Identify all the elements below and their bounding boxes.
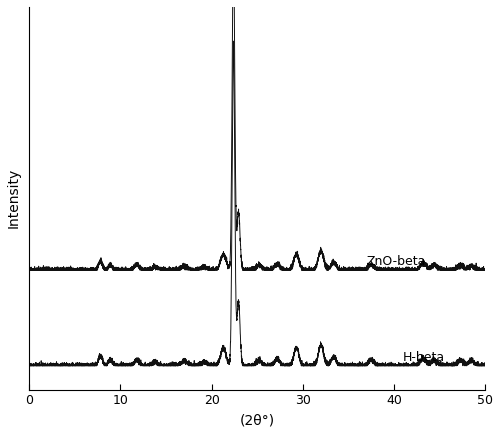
Y-axis label: Intensity: Intensity (7, 168, 21, 228)
Text: H-beta: H-beta (403, 351, 445, 364)
X-axis label: (2θ°): (2θ°) (240, 413, 274, 427)
Text: ZnO-beta: ZnO-beta (366, 255, 426, 268)
